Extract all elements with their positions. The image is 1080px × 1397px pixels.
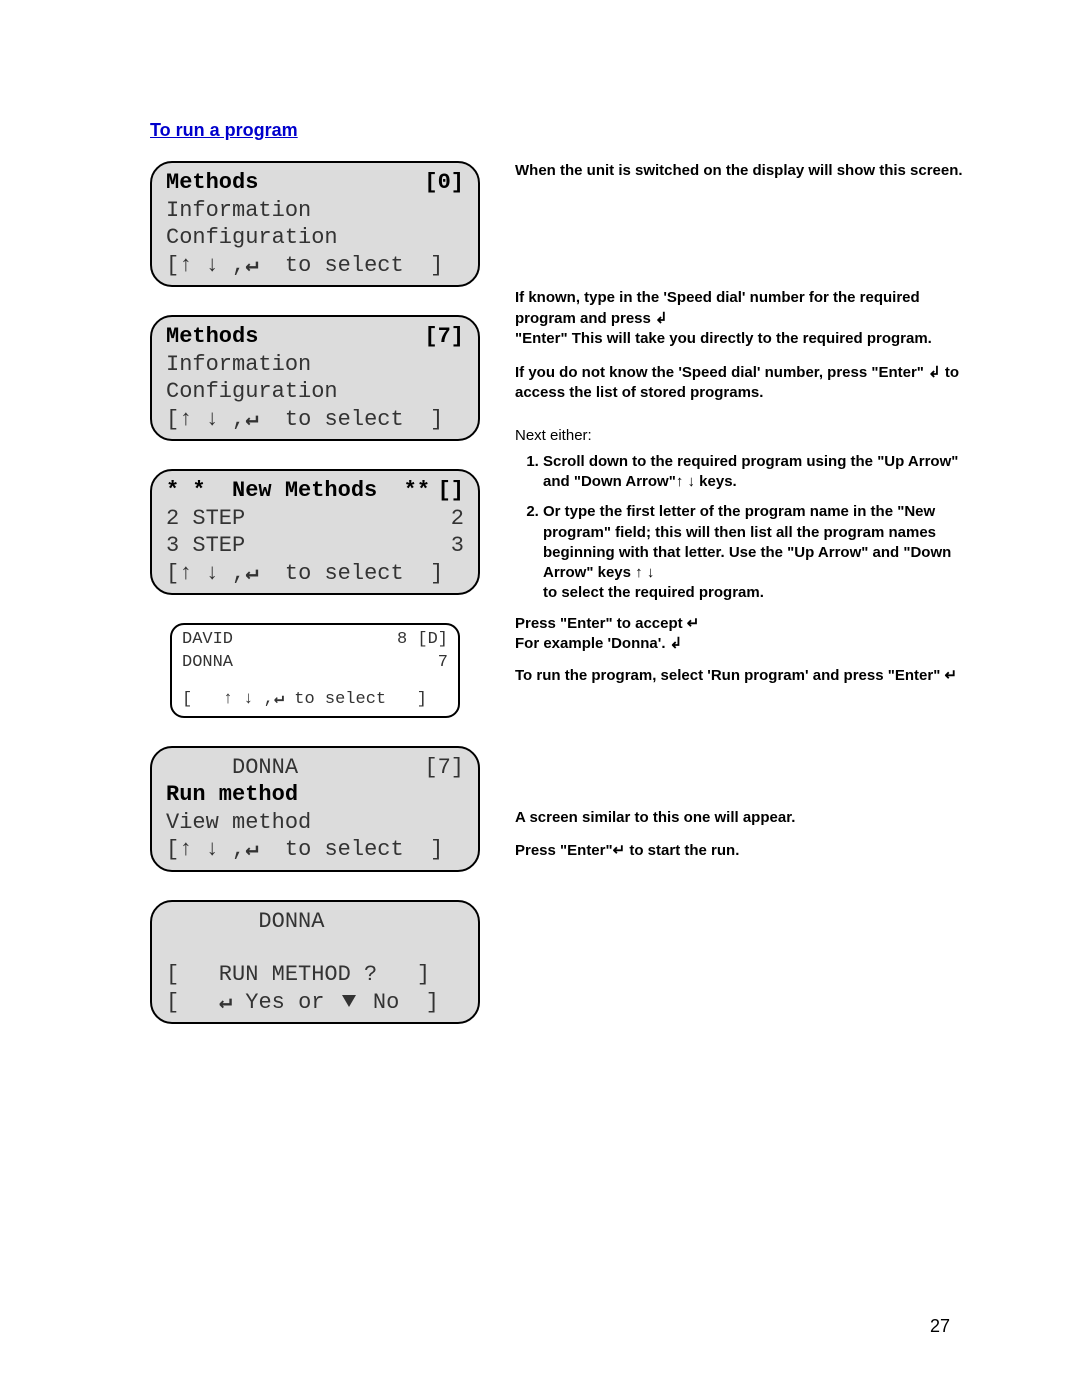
list-item: Or type the first letter of the program … (543, 502, 970, 603)
instr-p1: When the unit is switched on the display… (515, 161, 970, 181)
instr-p7: A screen similar to this one will appear… (515, 808, 970, 828)
screen3-bracket: [] (438, 477, 464, 505)
lcd-screen-3: * * New Methods ** [] 2 STEP 2 3 STEP 3 [ … (150, 469, 480, 595)
screen2-title: Methods (166, 323, 258, 351)
screen3-row3r: 3 (451, 532, 464, 560)
screen5-view: View method (166, 809, 464, 837)
screen5-nav: [ , to select ] (166, 836, 464, 864)
screen3-nav: [ , to select ] (166, 560, 464, 588)
screen5-r1r: [7] (424, 754, 464, 782)
enter-icon (945, 666, 958, 686)
screen1-line2: Information (166, 197, 464, 225)
instr-p3: If you do not know the 'Speed dial' numb… (515, 363, 970, 404)
lcd-screen-4: DAVID 8 [D] DONNA 7 [ , to select ] (170, 623, 460, 718)
lcd-screen-1: Methods [0] Information Configuration [ … (150, 161, 480, 287)
screen4-nav: [ , to select ] (182, 689, 448, 712)
enter-icon (245, 253, 258, 278)
screen3-title: * * New Methods ** (166, 477, 430, 505)
up-arrow-icon (179, 561, 192, 586)
up-arrow-icon (179, 407, 192, 432)
screen4-r2l: DONNA (182, 652, 233, 675)
enter-icon (245, 407, 258, 432)
enter-icon (655, 309, 668, 329)
screen2-line3: Configuration (166, 378, 464, 406)
instr-p2: If known, type in the 'Speed dial' numbe… (515, 288, 970, 349)
up-arrow-icon (179, 837, 192, 862)
down-arrow-icon (243, 690, 253, 709)
enter-icon (245, 561, 258, 586)
screen2-nav: [ , to select ] (166, 406, 464, 434)
screen4-r2r: 7 (438, 652, 448, 675)
enter-icon (613, 841, 626, 861)
screen5-run: Run method (166, 781, 464, 809)
screen4-r1l: DAVID (182, 629, 233, 652)
page-number: 27 (930, 1316, 950, 1337)
up-arrow-icon (676, 472, 684, 492)
screen1-index: [0] (424, 169, 464, 197)
up-arrow-icon (179, 253, 192, 278)
enter-icon (670, 634, 683, 654)
enter-icon (928, 363, 941, 383)
screen6-r1: DONNA (166, 908, 464, 936)
enter-icon (687, 614, 700, 634)
screen3-row2r: 2 (451, 505, 464, 533)
down-arrow-icon (206, 561, 219, 586)
screen5-r1l: DONNA (166, 754, 298, 782)
section-title: To run a program (150, 120, 298, 140)
up-arrow-icon (223, 690, 233, 709)
enter-icon (245, 837, 258, 862)
triangle-down-icon (342, 995, 356, 1007)
screen2-index: [7] (424, 323, 464, 351)
down-arrow-icon (206, 837, 219, 862)
screen6-r2: [ RUN METHOD ? ] (166, 961, 464, 989)
instr-p6: To run the program, select 'Run program'… (515, 666, 970, 686)
screens-column: Methods [0] Information Configuration [ … (150, 161, 480, 1052)
up-arrow-icon (635, 563, 643, 583)
list-item: Scroll down to the required program usin… (543, 452, 970, 493)
down-arrow-icon (206, 253, 219, 278)
screen4-r1r: 8 [D] (397, 629, 448, 652)
down-arrow-icon (206, 407, 219, 432)
instr-p8: Press "Enter" to start the run. (515, 841, 970, 861)
instr-p4: Next either: (515, 426, 970, 446)
screen3-row3l: 3 STEP (166, 532, 245, 560)
instr-p5: Press "Enter" to accept For example 'Don… (515, 614, 970, 655)
screen1-nav: [ , to select ] (166, 252, 464, 280)
down-arrow-icon (647, 563, 655, 583)
screen1-title: Methods (166, 169, 258, 197)
down-arrow-icon (688, 472, 696, 492)
lcd-screen-5: DONNA [7] Run method View method [ , to s… (150, 746, 480, 872)
enter-icon (274, 690, 284, 709)
two-column-layout: Methods [0] Information Configuration [ … (150, 161, 970, 1052)
instruction-list: Scroll down to the required program usin… (515, 452, 970, 604)
screen3-row2l: 2 STEP (166, 505, 245, 533)
screen2-line2: Information (166, 351, 464, 379)
screen6-r3: [ Yes or No ] (166, 989, 464, 1017)
manual-page: To run a program Methods [0] Information… (0, 0, 1080, 1092)
lcd-screen-6: DONNA [ RUN METHOD ? ] [ Yes or No ] (150, 900, 480, 1025)
instructions-column: When the unit is switched on the display… (515, 161, 970, 1052)
screen1-line3: Configuration (166, 224, 464, 252)
enter-icon (219, 990, 232, 1015)
lcd-screen-2: Methods [7] Information Configuration [ … (150, 315, 480, 441)
